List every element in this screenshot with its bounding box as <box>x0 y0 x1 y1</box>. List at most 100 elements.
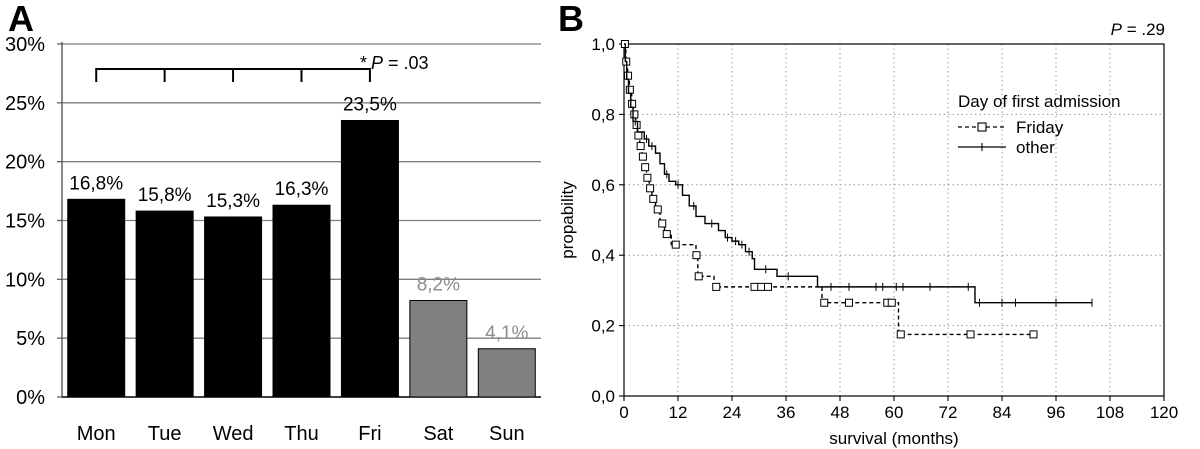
x-tick-label: 24 <box>723 403 742 422</box>
panel-a-bar-chart: A 0%5%10%15%20%25%30% 16,8%15,8% 15,3%16,… <box>5 0 541 445</box>
x-tick-label: 0 <box>619 403 628 422</box>
censor-marker-friday <box>757 282 766 291</box>
censor-marker-friday <box>764 282 772 291</box>
y-tick-label: 20% <box>5 152 45 174</box>
censor-marker-friday <box>641 163 650 172</box>
p-value-symbol: P <box>1111 20 1123 39</box>
censor-marker-friday <box>632 120 641 129</box>
x-tick-label: Fri <box>358 423 381 445</box>
bar-fri <box>340 119 399 398</box>
bar-thu <box>272 204 331 398</box>
censor-marker-friday <box>712 282 721 291</box>
censor-marker-friday <box>662 230 671 239</box>
x-tick-label: Tue <box>148 423 182 445</box>
censor-marker-friday <box>653 205 662 214</box>
y-tick-label: 0,0 <box>591 387 615 406</box>
y-tick-label: 1,0 <box>591 35 615 54</box>
panel-a-y-tick-labels: 0% 5% 10% 15% 20% 25% 30% <box>5 34 62 409</box>
y-tick-label: 30% <box>5 34 45 56</box>
value-label: 16,3% <box>275 179 329 200</box>
censor-marker-friday <box>845 298 853 307</box>
y-tick-label: 0,2 <box>591 317 615 336</box>
x-tick-label: Wed <box>213 423 254 445</box>
bar-mon <box>67 198 126 398</box>
x-tick-label: 96 <box>1047 403 1066 422</box>
censor-marker-friday <box>658 219 667 228</box>
censor-marker-friday <box>624 71 633 80</box>
panel-a-label: A <box>8 0 34 39</box>
legend: Day of first admission Friday other <box>958 92 1121 157</box>
bar-tue <box>135 210 194 398</box>
value-label: 16,8% <box>69 173 123 194</box>
x-tick-label: Sun <box>489 423 525 445</box>
censor-marker-friday <box>636 142 645 151</box>
legend-title: Day of first admission <box>958 92 1121 111</box>
significance-star: * <box>360 53 367 73</box>
significance-p-value: = .03 <box>383 53 429 73</box>
panel-a-bars <box>67 119 536 398</box>
panel-b-y-ticks: 0,0 0,2 0,4 0,6 0,8 1,0 <box>591 35 624 406</box>
y-tick-label: 0% <box>16 387 45 409</box>
y-tick-label: 10% <box>5 269 45 291</box>
x-tick-label: Sat <box>423 423 453 445</box>
significance-annotation: * P = .03 <box>360 53 429 73</box>
significance-p-symbol: P <box>371 53 383 73</box>
value-label: 15,3% <box>206 191 260 212</box>
curve-friday <box>624 43 1034 336</box>
x-tick-label: 120 <box>1150 403 1178 422</box>
p-value-annotation: P = .29 <box>1111 20 1165 39</box>
significance-bracket <box>95 68 371 82</box>
curve-other <box>624 43 1092 304</box>
x-tick-label: 12 <box>669 403 688 422</box>
x-tick-label: 36 <box>777 403 796 422</box>
x-tick-label: 108 <box>1096 403 1124 422</box>
censor-marker-friday <box>625 85 634 94</box>
censor-marker-friday <box>646 184 655 193</box>
y-axis-label: propability <box>558 181 577 259</box>
panel-a-value-labels: 16,8% 15,8% 15,3% 16,3% 23,5% 8,2% 4,1% <box>69 94 528 343</box>
y-tick-label: 5% <box>16 328 45 350</box>
bar-sun <box>477 348 536 398</box>
legend-friday-label: Friday <box>1016 118 1064 137</box>
censor-marker-friday <box>628 99 637 108</box>
x-tick-label: 72 <box>939 403 958 422</box>
censor-marker-friday <box>671 240 680 249</box>
censor-marker-friday <box>820 298 829 307</box>
censor-marker-friday <box>638 152 647 161</box>
legend-other-label: other <box>1016 138 1055 157</box>
censor-marker-friday <box>887 298 896 307</box>
y-tick-label: 0,8 <box>591 105 615 124</box>
censor-marker-friday <box>896 330 905 339</box>
y-tick-label: 25% <box>5 93 45 115</box>
censor-marker-friday <box>692 251 701 260</box>
censor-marker-friday <box>966 330 975 339</box>
panel-a-x-tick-labels: Mon Tue Wed Thu Fri Sat Sun <box>77 423 525 445</box>
value-label: 23,5% <box>343 94 397 115</box>
x-tick-label: Mon <box>77 423 116 445</box>
y-tick-label: 15% <box>5 211 45 233</box>
censor-marker-friday <box>750 282 759 291</box>
x-tick-label: Thu <box>284 423 318 445</box>
panel-b-gridlines <box>624 44 1164 396</box>
censor-marker-friday <box>630 110 639 119</box>
x-tick-label: 84 <box>993 403 1012 422</box>
x-tick-label: 48 <box>831 403 850 422</box>
legend-friday-marker <box>977 122 987 132</box>
value-label: 8,2% <box>417 275 460 296</box>
x-tick-label: 60 <box>885 403 904 422</box>
censor-marker-friday <box>634 131 643 140</box>
value-label: 4,1% <box>485 323 528 344</box>
p-value-text: = .29 <box>1122 20 1165 39</box>
censor-marker-friday <box>1029 330 1038 339</box>
censor-marker-friday <box>649 194 658 203</box>
x-axis-label: survival (months) <box>829 429 958 448</box>
bar-wed <box>204 216 263 398</box>
censor-marker-friday <box>643 173 652 182</box>
panel-b-curves <box>620 40 1093 339</box>
panel-b-x-ticks: 0 12 24 36 48 60 72 84 96 108 120 <box>619 396 1178 422</box>
y-tick-label: 0,6 <box>591 176 615 195</box>
censor-marker-friday <box>694 272 703 281</box>
value-label: 15,8% <box>138 185 192 206</box>
y-tick-label: 0,4 <box>591 246 615 265</box>
